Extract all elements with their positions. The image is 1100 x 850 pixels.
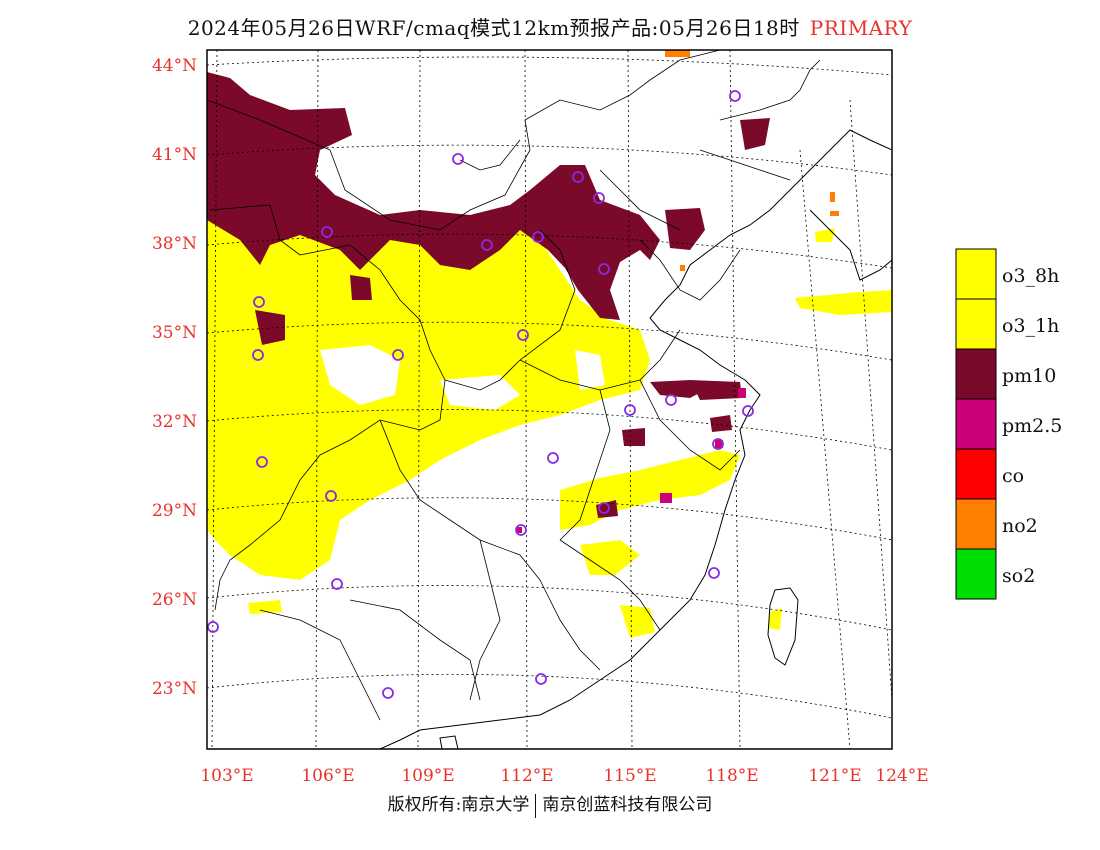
copyright: 版权所有:南京大学 南京创蓝科技有限公司: [0, 790, 1100, 818]
station-marker: [729, 90, 741, 102]
lon-label: 118°E: [705, 766, 758, 786]
legend-item-o3-8h: o3_8h: [955, 248, 1059, 300]
lon-label: 106°E: [301, 766, 354, 786]
legend-label: pm2.5: [1002, 415, 1062, 437]
legend-swatch: [955, 298, 997, 350]
title-accent: PRIMARY: [809, 16, 913, 40]
legend: o3_8h o3_1h pm10 pm2.5 co no2 so2: [955, 248, 1062, 600]
legend-swatch: [955, 548, 997, 600]
station-marker: [253, 296, 265, 308]
legend-swatch: [955, 498, 997, 550]
station-marker: [452, 153, 464, 165]
station-marker: [331, 578, 343, 590]
station-marker: [517, 329, 529, 341]
map-title: 2024年05月26日WRF/cmaq模式12km预报产品:05月26日18时 P…: [0, 12, 1100, 41]
station-marker: [481, 239, 493, 251]
lat-label: 35°N: [152, 323, 197, 343]
legend-item-co: co: [955, 448, 1024, 500]
station-marker: [325, 490, 337, 502]
lon-label: 109°E: [401, 766, 454, 786]
station-marker: [665, 394, 677, 406]
station-marker: [252, 349, 264, 361]
station-marker: [708, 567, 720, 579]
lon-axis: 103°E 106°E 109°E 112°E 115°E 118°E 121°…: [200, 766, 928, 786]
station-marker: [535, 673, 547, 685]
legend-swatch: [955, 248, 997, 300]
lat-label: 44°N: [152, 56, 197, 76]
station-marker: [515, 524, 527, 536]
legend-label: co: [1002, 465, 1024, 487]
station-marker: [742, 405, 754, 417]
legend-swatch: [955, 398, 997, 450]
copyright-left: 版权所有:南京大学: [387, 795, 530, 815]
station-markers: [207, 90, 754, 699]
legend-label: no2: [1002, 515, 1038, 537]
station-marker: [382, 687, 394, 699]
lat-label: 23°N: [152, 679, 197, 699]
legend-label: pm10: [1002, 365, 1056, 387]
station-marker: [207, 621, 219, 633]
title-text: 2024年05月26日WRF/cmaq模式12km预报产品:05月26日18时: [187, 16, 800, 40]
lon-label: 121°E: [808, 766, 861, 786]
station-marker: [392, 349, 404, 361]
boundary-lines: [207, 50, 821, 721]
station-marker: [572, 171, 584, 183]
legend-item-pm10: pm10: [955, 348, 1056, 400]
station-marker: [532, 231, 544, 243]
lat-label: 26°N: [152, 590, 197, 610]
station-marker: [593, 192, 605, 204]
station-marker: [624, 404, 636, 416]
station-marker: [321, 226, 333, 238]
station-marker: [598, 502, 610, 514]
lon-label: 115°E: [603, 766, 656, 786]
legend-label: o3_8h: [1002, 265, 1059, 287]
legend-item-no2: no2: [955, 498, 1038, 550]
station-marker: [598, 263, 610, 275]
lon-label: 124°E: [875, 766, 928, 786]
copyright-right: 南京创蓝科技有限公司: [542, 795, 713, 815]
pm25-region: [516, 388, 746, 533]
legend-item-o3-1h: o3_1h: [955, 298, 1059, 350]
lat-label: 32°N: [152, 412, 197, 432]
copyright-divider: [535, 793, 537, 818]
legend-swatch: [955, 348, 997, 400]
lat-label: 41°N: [152, 145, 197, 165]
map-frame: [206, 49, 893, 750]
legend-item-pm25: pm2.5: [955, 398, 1062, 450]
legend-label: o3_1h: [1002, 315, 1059, 337]
station-marker: [547, 452, 559, 464]
o3-region: [207, 215, 892, 638]
lat-label: 38°N: [152, 234, 197, 254]
lat-axis: 44°N 41°N 38°N 35°N 32°N 29°N 26°N 23°N: [152, 56, 197, 699]
graticule: [207, 50, 892, 749]
legend-item-so2: so2: [955, 548, 1035, 600]
pm10-region: [207, 72, 770, 518]
no2-region: [665, 50, 839, 271]
station-marker: [256, 456, 268, 468]
lat-label: 29°N: [152, 501, 197, 521]
lon-label: 103°E: [200, 766, 253, 786]
station-marker: [712, 438, 724, 450]
coastline: [379, 129, 892, 749]
map-area: [207, 50, 892, 749]
legend-label: so2: [1002, 565, 1035, 587]
lon-label: 112°E: [500, 766, 553, 786]
legend-swatch: [955, 448, 997, 500]
